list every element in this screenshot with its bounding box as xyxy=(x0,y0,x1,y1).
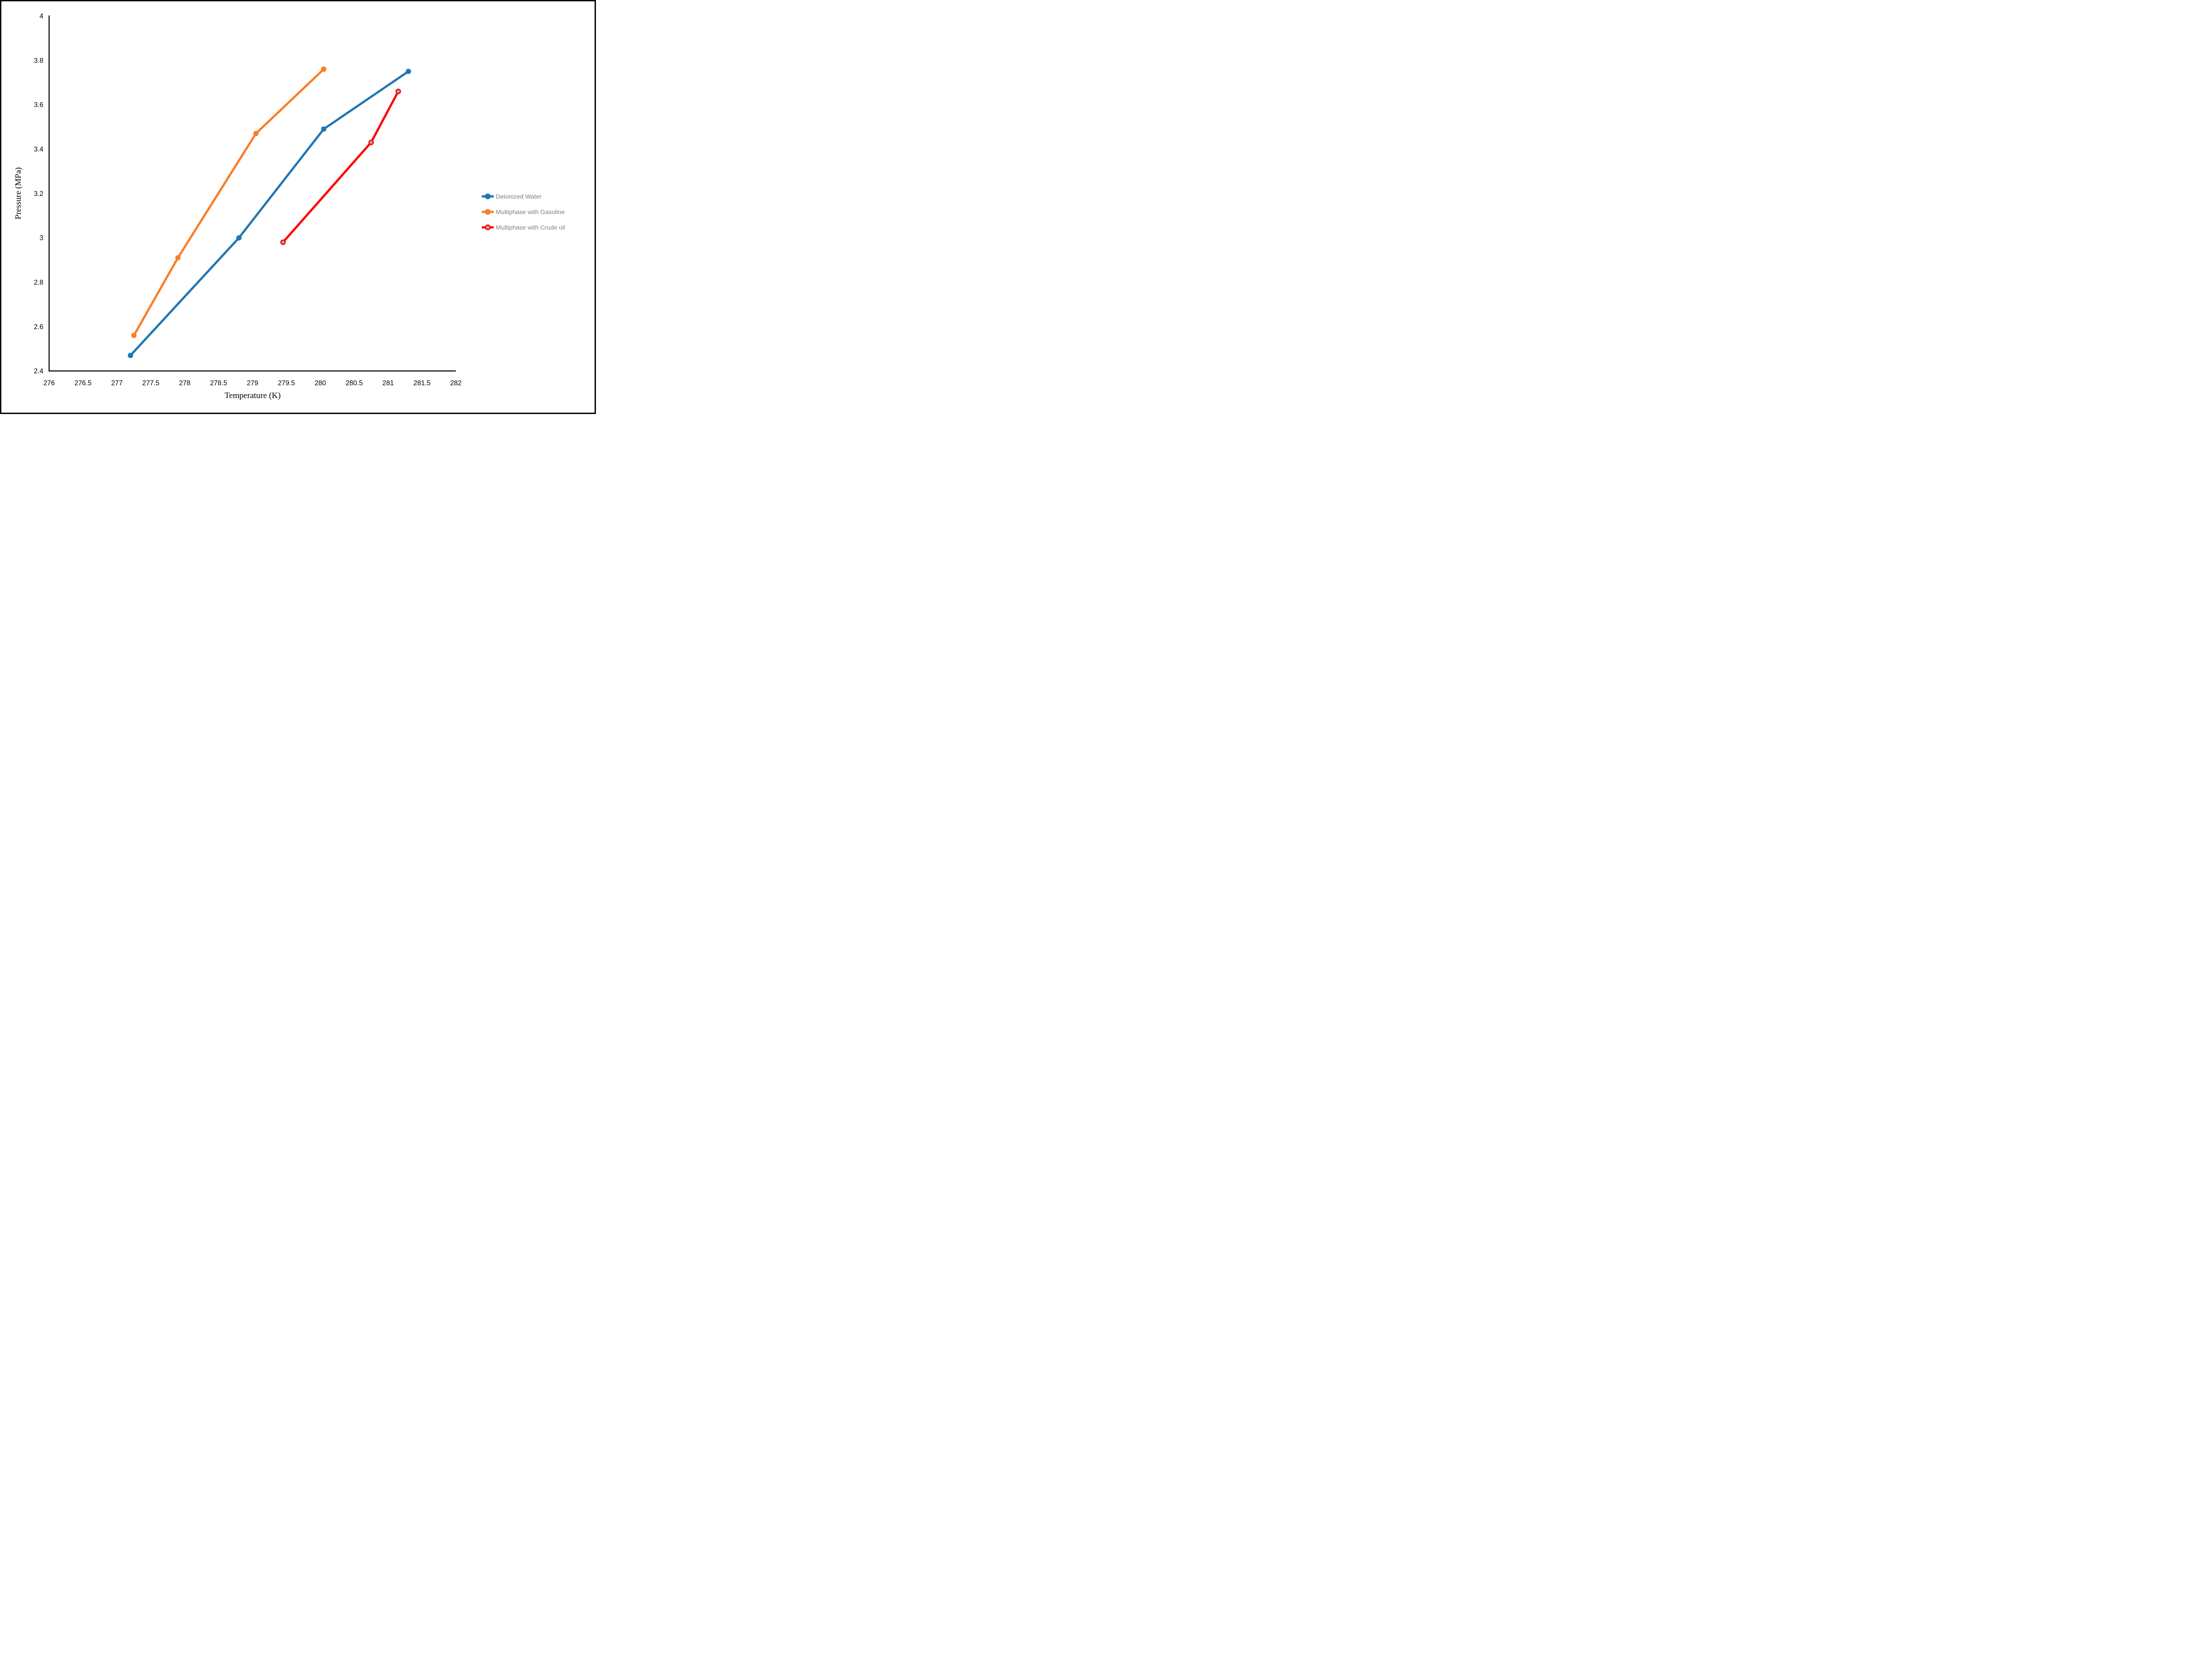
data-point-marker xyxy=(395,88,401,94)
x-tick-label-279.5: 279.5 xyxy=(278,380,295,387)
x-tick-label-277: 277 xyxy=(111,380,123,387)
legend-item-multiphase-with-gasoline: Multiphase with Gasoline xyxy=(482,208,565,215)
data-point-marker xyxy=(127,353,133,358)
y-tick-label-3: 3 xyxy=(39,234,43,242)
data-point-marker xyxy=(131,333,137,338)
y-axis-title: Pressure (MPa) xyxy=(14,167,23,219)
x-tick-label-281: 281 xyxy=(382,380,394,387)
data-point-marker xyxy=(175,255,181,261)
data-point-marker xyxy=(253,130,259,136)
legend-marker xyxy=(485,209,491,215)
legend-label: Multiphase with Crude oil xyxy=(496,224,565,231)
legend-item-deionized-water: Deionized Water xyxy=(482,193,541,200)
x-tick-label-276.5: 276.5 xyxy=(74,380,92,387)
series-multiphase-with-gasoline xyxy=(131,66,326,338)
legend-item-multiphase-with-crude-oil: Multiphase with Crude oil xyxy=(482,224,565,231)
y-tick-label-3.6: 3.6 xyxy=(34,101,43,109)
legend-label: Deionized Water xyxy=(496,193,541,200)
y-tick-label-3.8: 3.8 xyxy=(34,57,43,65)
x-tick-label-282: 282 xyxy=(450,380,462,387)
series-line xyxy=(133,68,325,337)
data-point-marker xyxy=(280,239,286,245)
chart-frame: 276 276.5 277 277.5 278 278.5 279 279.5 280 280.5… xyxy=(0,0,596,414)
x-axis-title: Temperature (K) xyxy=(225,391,281,400)
legend-label: Multiphase with Gasoline xyxy=(496,208,565,215)
y-tick-label-2.8: 2.8 xyxy=(34,279,43,287)
x-tick-label-278: 278 xyxy=(179,380,191,387)
pressure-temperature-line-chart: 276 276.5 277 277.5 278 278.5 279 279.5 280 280.5… xyxy=(14,13,565,401)
x-tick-label-277.5: 277.5 xyxy=(142,380,160,387)
axes xyxy=(48,15,456,372)
data-point-marker xyxy=(236,235,242,241)
series-deionized-water xyxy=(127,69,411,358)
data-point-marker xyxy=(321,66,326,72)
y-tick-label-3.2: 3.2 xyxy=(34,190,43,198)
data-series xyxy=(127,66,411,358)
x-tick-label-281.5: 281.5 xyxy=(414,380,431,387)
x-tick-label-280: 280 xyxy=(315,380,326,387)
x-tick-label-276: 276 xyxy=(43,380,55,387)
y-tick-label-3.4: 3.4 xyxy=(34,146,43,153)
x-tick-label-278.5: 278.5 xyxy=(210,380,227,387)
series-line xyxy=(129,70,410,357)
legend: Deionized Water Multiphase with Gasoline M… xyxy=(482,193,565,231)
data-point-marker xyxy=(406,69,411,74)
x-tick-label-279: 279 xyxy=(247,380,258,387)
legend-marker xyxy=(485,224,491,230)
legend-marker xyxy=(485,193,491,199)
y-tick-label-4: 4 xyxy=(39,13,43,20)
x-tick-labels: 276 276.5 277 277.5 278 278.5 279 279.5 280 280.5… xyxy=(43,380,461,387)
y-tick-label-2.4: 2.4 xyxy=(34,368,43,375)
y-tick-labels: 2.4 2.6 2.8 3 3.2 3.4 3.6 3.8 4 xyxy=(34,13,43,376)
x-tick-label-280.5: 280.5 xyxy=(346,380,363,387)
data-point-marker xyxy=(321,126,326,132)
data-point-marker xyxy=(368,139,374,146)
y-tick-label-2.6: 2.6 xyxy=(34,323,43,331)
series-line xyxy=(282,90,399,244)
series-multiphase-with-crude-oil xyxy=(280,88,401,245)
